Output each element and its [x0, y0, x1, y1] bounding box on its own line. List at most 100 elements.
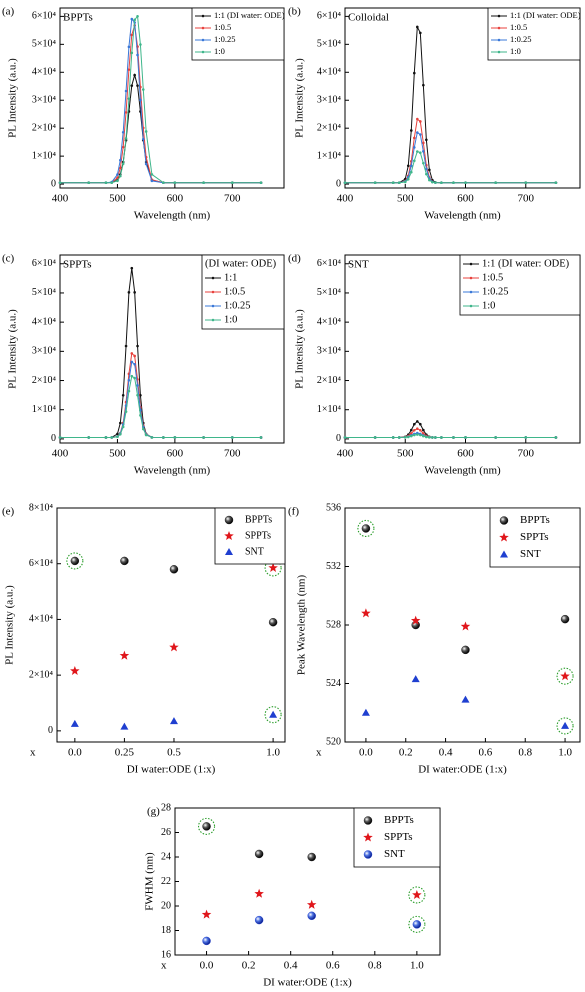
- spectrum-point: [144, 162, 148, 166]
- spectrum-point: [422, 432, 425, 435]
- x-axis-label: Wavelength (nm): [424, 465, 501, 477]
- spectrum-point: [422, 83, 425, 87]
- spectrum-point: [416, 117, 419, 121]
- x-tick-label: 1.0: [410, 960, 424, 972]
- spectrum-point: [409, 428, 413, 432]
- spectrum-point: [428, 168, 431, 172]
- spectrum-point: [139, 414, 142, 417]
- y-tick-label: 6×10⁴: [32, 258, 57, 269]
- x-tick-label: 0.2: [399, 747, 413, 759]
- x-tick-label: 0.6: [326, 960, 340, 972]
- spectrum-point: [104, 436, 108, 439]
- spectrum-point: [403, 180, 407, 184]
- data-point: [561, 721, 570, 729]
- spectrum-point: [412, 146, 416, 149]
- spectrum-point: [416, 420, 419, 423]
- legend-label: SPPTs: [384, 831, 413, 843]
- highlight-ring: [357, 519, 375, 538]
- spectrum-point: [425, 172, 428, 176]
- spectrum-point: [150, 436, 154, 439]
- spectrum-point: [412, 433, 416, 437]
- y-tick-label: 5×10⁴: [32, 287, 57, 298]
- x-tick-label: 600: [457, 193, 474, 205]
- legend-marker: [224, 515, 234, 525]
- spectrum-point: [419, 433, 422, 437]
- legend-swatch-marker: [469, 262, 473, 266]
- x-tick-label: 0.0: [200, 960, 214, 972]
- spectrum-point: [116, 176, 119, 180]
- legend-label: 1:0.5: [224, 286, 245, 297]
- spectrum-point: [409, 164, 413, 168]
- legend-marker: [363, 832, 373, 842]
- spectrum-point: [422, 161, 425, 165]
- data-point: [410, 615, 421, 625]
- x-tick-label: 400: [52, 193, 69, 205]
- data-point: [202, 822, 211, 831]
- legend-marker: [500, 550, 508, 558]
- x-tick-label: 600: [457, 448, 474, 460]
- legend-swatch-marker: [211, 318, 215, 322]
- spectrum-point: [422, 141, 425, 145]
- spectrum-point: [259, 436, 263, 439]
- spectrum-point: [231, 181, 234, 184]
- x-tick-label: 400: [337, 193, 354, 205]
- legend-label: 1:0.25: [214, 34, 236, 44]
- spectrum-point: [373, 181, 377, 184]
- x-tick-label: 0.2: [242, 960, 256, 972]
- spectrum-point: [133, 18, 136, 22]
- spectrum-point: [440, 436, 443, 439]
- legend-swatch-marker: [469, 304, 473, 308]
- x-tick-label: 500: [109, 448, 126, 460]
- legend-swatch-marker: [211, 304, 215, 308]
- x-axis-label: Wavelength (nm): [424, 210, 501, 222]
- spectrum-point: [124, 344, 128, 348]
- x-tick-label: 500: [397, 448, 414, 460]
- data-point: [254, 849, 264, 859]
- spectrum-point: [231, 436, 234, 439]
- y-tick-label: 1×10⁴: [32, 404, 57, 415]
- y-tick-label: 6×10⁴: [317, 11, 342, 22]
- legend-label: 1:0.5: [482, 272, 503, 283]
- y-tick-label: 5×10⁴: [317, 39, 342, 50]
- y-tick-label: 4×10⁴: [32, 316, 57, 327]
- panel-label: (e): [2, 506, 15, 518]
- panel-label: (d): [288, 253, 301, 265]
- data-point: [202, 936, 211, 946]
- spectrum-point: [116, 435, 119, 439]
- y-tick-label: 3×10⁴: [32, 95, 57, 106]
- data-point: [254, 888, 264, 898]
- spectrum-point: [116, 179, 119, 183]
- spectrum-point: [130, 17, 134, 21]
- spectrum-point: [422, 434, 425, 438]
- spectrum-point: [127, 291, 131, 294]
- spectrum-point: [162, 436, 165, 439]
- legend-label: 1:0.25: [482, 286, 509, 297]
- y-tick-label: 24: [161, 851, 171, 862]
- y-tick-label: 4×10⁴: [32, 67, 57, 78]
- y-tick-label: 2×10⁴: [317, 122, 342, 133]
- data-point: [169, 642, 179, 652]
- x-axis-label: DI water:ODE (1:x): [127, 764, 216, 776]
- spectrum-point: [431, 180, 434, 184]
- spectrum-point: [141, 88, 145, 91]
- spectrum-point: [119, 421, 122, 425]
- x-tick-label: 400: [52, 448, 69, 460]
- spectrum-point: [162, 181, 165, 184]
- y-tick-label: 0: [336, 433, 341, 444]
- plot-frame: [56, 507, 286, 743]
- spectrum-point: [406, 178, 410, 181]
- legend-marker: [363, 816, 373, 825]
- panel-title: SPPTs: [63, 259, 92, 271]
- spectrum-point: [87, 436, 91, 439]
- y-axis-label: PL Intensity (a.u.): [4, 585, 16, 665]
- legend-label: 1:1 (DI water: ODE): [510, 10, 581, 20]
- spectrum-point: [121, 162, 125, 166]
- spectrum-point: [416, 150, 419, 153]
- data-point: [412, 920, 422, 929]
- spectrum-point: [124, 137, 128, 140]
- y-tick-label: 520: [326, 736, 341, 747]
- spectrum-point: [136, 84, 139, 87]
- spectrum-point: [141, 137, 145, 141]
- spectrum-point: [391, 436, 395, 439]
- spectrum-point: [419, 120, 422, 123]
